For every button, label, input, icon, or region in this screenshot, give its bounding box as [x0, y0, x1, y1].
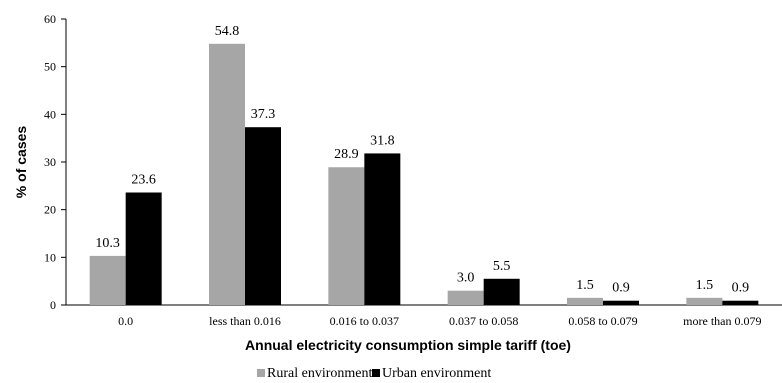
data-label: 5.5 [493, 259, 511, 274]
y-tick-label: 40 [44, 107, 56, 121]
data-label: 1.5 [576, 278, 594, 293]
bar [328, 167, 365, 305]
x-tick-label: more than 0.079 [683, 314, 761, 328]
bars [89, 43, 759, 305]
x-tick-label: less than 0.016 [209, 314, 281, 328]
data-label: 0.9 [732, 281, 750, 296]
data-label: 3.0 [457, 271, 475, 286]
data-labels: 10.3 23.6 54.8 37.3 28.9 31.8 3.0 5.5 1.5 0.9 1.5 0… [95, 24, 749, 296]
bar [447, 290, 484, 305]
data-label: 0.9 [612, 281, 630, 296]
bar [603, 300, 639, 305]
data-label: 10.3 [95, 236, 120, 251]
data-label: 28.9 [334, 147, 359, 162]
legend-label: Urban environment [382, 366, 491, 381]
bar [209, 43, 245, 305]
data-label: 37.3 [251, 107, 276, 122]
bar [567, 297, 603, 305]
y-axis-ticks: 0 10 20 30 40 50 60 [44, 12, 66, 312]
y-tick-label: 0 [50, 298, 56, 312]
data-label: 1.5 [696, 278, 714, 293]
x-tick-label: 0.058 to 0.079 [568, 314, 637, 328]
bar [89, 255, 126, 305]
y-tick-label: 20 [44, 203, 56, 217]
bar [364, 153, 401, 305]
bar [483, 278, 520, 305]
bar [686, 297, 723, 305]
y-tick-label: 60 [44, 12, 56, 26]
bar [245, 127, 281, 305]
x-axis-title: Annual electricity consumption simple ta… [245, 337, 571, 353]
x-tick-label: 0.0 [118, 314, 133, 328]
x-tick-label: 0.016 to 0.037 [330, 314, 399, 328]
y-tick-label: 30 [44, 155, 56, 169]
legend: Rural environment Urban environment [257, 366, 491, 381]
data-label: 54.8 [215, 24, 240, 39]
y-axis-title: % of cases [13, 126, 29, 199]
data-label: 31.8 [370, 133, 395, 148]
legend-swatch [372, 369, 380, 377]
y-axis-title-group: % of cases [13, 126, 29, 199]
bar [125, 192, 162, 305]
y-tick-label: 10 [44, 250, 56, 264]
legend-swatch [257, 369, 265, 377]
x-tick-label: 0.037 to 0.058 [449, 314, 518, 328]
y-tick-label: 50 [44, 60, 56, 74]
category-labels: 0.0 less than 0.016 0.016 to 0.037 0.037 to… [118, 314, 761, 328]
bar [722, 300, 759, 305]
legend-label: Rural environment [267, 366, 372, 381]
data-label: 23.6 [131, 173, 156, 188]
